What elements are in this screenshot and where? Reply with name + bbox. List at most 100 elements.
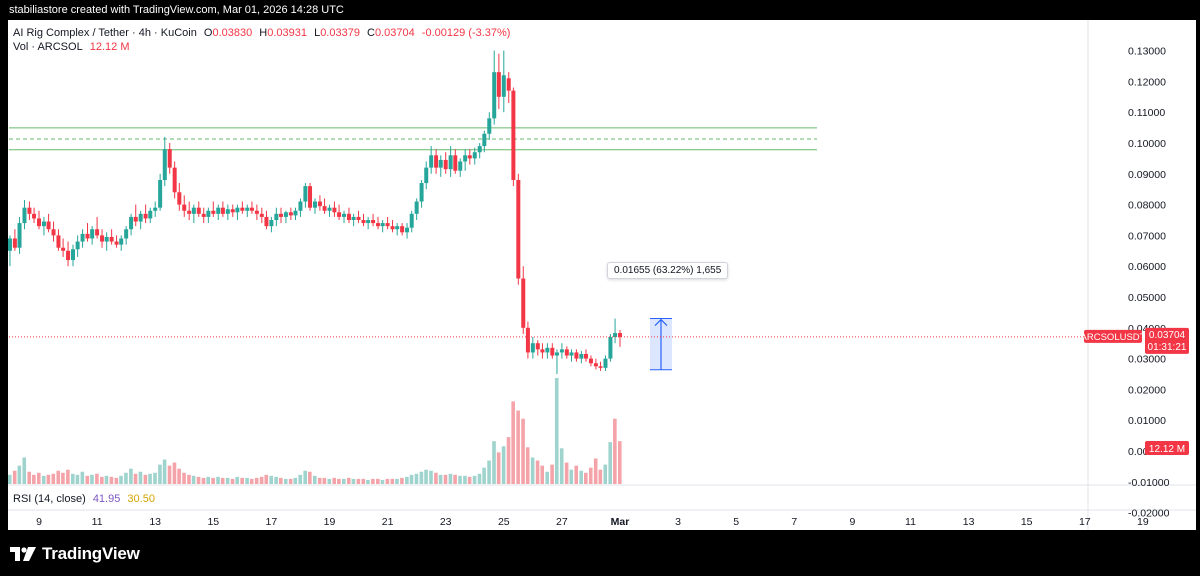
time-axis: 9 11 13 15 17 19 21 23 25 27 Mar 3 5 7 9 11 13 15 17 19: [36, 516, 1149, 528]
time-tick-label: 11: [92, 516, 103, 528]
candle-body: [298, 201, 303, 211]
time-tick-label: 17: [1079, 516, 1091, 528]
candle-body: [51, 229, 56, 236]
candle-body: [114, 241, 119, 245]
candle-body: [172, 167, 177, 193]
candle: [182, 195, 187, 217]
countdown-tag-value: 01:31:21: [1148, 342, 1187, 353]
candle-body: [104, 236, 109, 242]
candle: [129, 213, 134, 236]
price-tick-label: 0.13000: [1128, 46, 1166, 58]
price-chart[interactable]: 0.13000 0.12000 0.11000 0.10000 0.09000 0.080…: [8, 20, 1196, 530]
candle: [80, 229, 85, 248]
volume-bar: [80, 471, 85, 484]
candle: [409, 210, 414, 233]
volume-bar: [100, 476, 104, 484]
time-tick-label: 7: [791, 516, 797, 528]
volume-bar: [424, 469, 428, 484]
candle-body: [351, 216, 356, 220]
candle: [400, 223, 405, 236]
candle: [550, 343, 555, 359]
candle: [618, 329, 622, 347]
volume-bar: [46, 474, 51, 484]
symbol-tag-label: ARCSOLUSDT: [1081, 332, 1146, 343]
price-tick-label: -0.02000: [1128, 508, 1170, 520]
volume-bar: [530, 457, 535, 484]
volume-bar: [27, 471, 32, 484]
candle: [235, 204, 240, 220]
candle: [525, 321, 530, 359]
price-tick-label: 0.09000: [1128, 169, 1166, 181]
candle-body: [574, 352, 579, 359]
volume-bar: [327, 478, 332, 484]
candle-body: [588, 358, 593, 364]
volume-bar: [245, 477, 249, 484]
tradingview-logo[interactable]: TradingView: [10, 544, 140, 564]
volume-bar: [177, 468, 181, 484]
volume-bar: [322, 477, 327, 484]
candle: [201, 207, 206, 224]
volume-bar: [264, 474, 269, 484]
candle: [511, 87, 516, 187]
candle: [51, 221, 56, 242]
volume-bar: [371, 478, 375, 484]
rsi-label[interactable]: RSI (14, close): [13, 493, 86, 505]
volume-bar: [361, 478, 366, 484]
close-key: C: [367, 27, 375, 39]
volume-bar: [104, 475, 109, 484]
volume-bar: [385, 478, 390, 484]
time-tick-label: 15: [1021, 516, 1033, 528]
time-tick-label: 3: [675, 516, 681, 528]
volume-label[interactable]: Vol · ARCSOL: [13, 41, 83, 53]
symbol-title[interactable]: AI Rig Complex / Tether · 4h · KuCoin: [13, 27, 197, 39]
volume-bar: [564, 462, 569, 484]
candle-body: [593, 363, 598, 367]
volume-bar: [492, 441, 496, 484]
candle-body: [211, 210, 216, 214]
close-value: 0.03704: [374, 27, 415, 39]
candle-body: [167, 149, 172, 168]
candle-body: [356, 216, 361, 220]
candle-body: [472, 152, 477, 159]
volume-bar: [409, 474, 414, 484]
measure-label[interactable]: 0.01655 (63.22%) 1,655: [607, 262, 729, 279]
candle: [337, 204, 342, 220]
volume-bar: [148, 473, 152, 484]
candle-body: [119, 238, 124, 245]
volume-bar: [211, 477, 215, 484]
candle: [535, 340, 540, 356]
candle-body: [249, 207, 254, 211]
chart-frame[interactable]: 0.13000 0.12000 0.11000 0.10000 0.09000 0.080…: [8, 20, 1196, 530]
volume-bar: [477, 473, 482, 484]
volume-bar: [434, 472, 438, 484]
candle-body: [346, 213, 351, 220]
candle: [249, 201, 254, 214]
candle-body: [516, 179, 521, 279]
candle-body: [80, 233, 85, 242]
candle-body: [564, 349, 569, 356]
candle-body: [235, 207, 240, 213]
volume-bar: [458, 475, 462, 484]
time-tick-label: 25: [498, 516, 510, 528]
candle: [472, 147, 477, 165]
candle: [327, 204, 332, 217]
price-tick-label: 0.11000: [1128, 107, 1165, 119]
candle-body: [308, 186, 313, 208]
volume-bar: [225, 477, 230, 484]
candle: [453, 149, 458, 174]
volume-bar: [366, 479, 370, 484]
price-tick-label: 0.08000: [1128, 200, 1166, 212]
candle-body: [550, 347, 555, 356]
volume-bar: [293, 477, 298, 484]
candle: [559, 343, 564, 359]
price-tick-label: -0.01000: [1128, 477, 1170, 489]
candle: [37, 210, 41, 230]
candle-body: [245, 207, 250, 211]
grid: [8, 20, 1196, 530]
candle-body: [545, 347, 550, 353]
candle: [75, 235, 80, 257]
candle: [114, 235, 119, 248]
volume-bar: [448, 473, 453, 484]
volume-bar: [429, 470, 433, 484]
candle-body: [220, 207, 225, 214]
